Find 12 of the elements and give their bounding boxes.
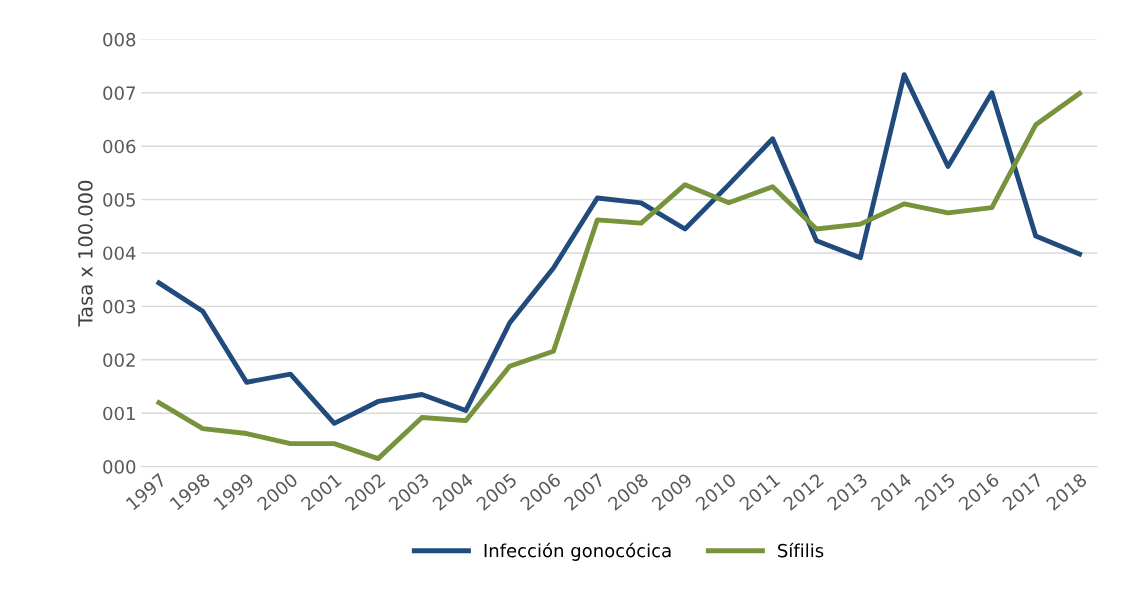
y-tick-label: 004 — [103, 246, 136, 261]
legend-label: Sífilis — [778, 542, 824, 558]
legend-label: Infección gonocócica — [484, 542, 671, 561]
y-tick-label: 003 — [103, 299, 136, 314]
y-tick-label: 006 — [103, 139, 136, 154]
y-axis-title: Tasa x 100.000 — [78, 180, 93, 327]
y-tick-label: 002 — [103, 353, 135, 367]
y-tick-label: 007 — [103, 86, 135, 100]
y-tick-label: 005 — [103, 193, 135, 207]
y-tick-label: 001 — [103, 406, 135, 421]
y-tick-label: 000 — [103, 460, 136, 474]
y-tick-label: 008 — [103, 32, 136, 47]
